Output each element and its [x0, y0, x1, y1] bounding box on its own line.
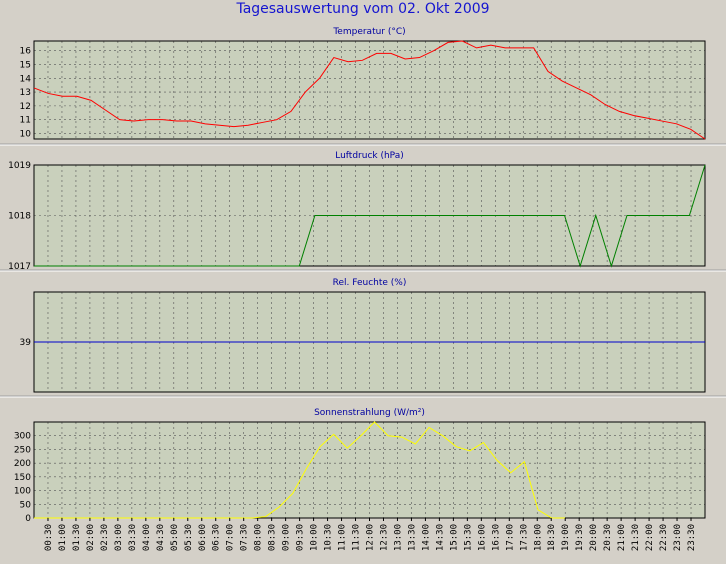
x-tick-label: 22:00: [645, 524, 655, 551]
x-tick-label: 13:00: [393, 524, 403, 551]
x-tick-label: 23:00: [673, 524, 683, 551]
y-tick-label: 39: [20, 338, 32, 348]
series-line: [34, 164, 706, 268]
y-tick-label: 0: [25, 514, 31, 524]
series-line: [33, 40, 706, 140]
x-tick-label: 01:00: [58, 524, 68, 551]
y-tick-label: 16: [20, 47, 32, 57]
x-tick-label: 18:00: [533, 524, 543, 551]
x-tick-label: 11:30: [352, 524, 362, 551]
x-tick-label: 20:30: [603, 524, 613, 551]
series-line: [34, 421, 566, 519]
y-tick-label: 1018: [8, 212, 31, 222]
x-tick-label: 03:30: [128, 524, 138, 551]
x-tick-label: 23:30: [687, 524, 697, 551]
y-tick-label: 100: [14, 487, 31, 497]
x-tick-label: 20:00: [589, 524, 599, 551]
panel-title: Luftdruck (hPa): [335, 151, 404, 161]
x-tick-label: 08:30: [268, 524, 278, 551]
plot-border: [33, 40, 706, 140]
chart-panel-3: Rel. Feuchte (%) 39: [20, 278, 706, 393]
y-tick-label: 10: [20, 129, 32, 139]
x-tick-label: 04:30: [156, 524, 166, 551]
x-tick-label: 15:30: [463, 524, 473, 551]
x-tick-label: 09:30: [296, 524, 306, 551]
x-tick-label: 21:00: [617, 524, 627, 551]
y-tick-label: 1019: [8, 161, 31, 171]
x-tick-label: 19:30: [575, 524, 585, 551]
x-tick-label: 21:30: [631, 524, 641, 551]
panel-title: Rel. Feuchte (%): [333, 278, 407, 288]
plot-border: [33, 164, 706, 267]
x-tick-label: 18:30: [547, 524, 557, 551]
x-tick-label: 05:30: [184, 524, 194, 551]
chart-panel-4: Sonnenstrahlung (W/m²) 0 50 100 150 200 250 300: [14, 408, 706, 524]
x-tick-label: 04:00: [142, 524, 152, 551]
y-tick-label: 12: [20, 102, 31, 112]
x-tick-label: 05:00: [170, 524, 180, 551]
x-tick-label: 17:00: [505, 524, 515, 551]
x-tick-label: 07:30: [240, 524, 250, 551]
y-tick-label: 11: [20, 116, 31, 126]
x-tick-label: 00:30: [44, 524, 54, 551]
y-tick-label: 150: [14, 473, 31, 483]
x-tick-label: 15:00: [449, 524, 459, 551]
x-tick-label: 22:30: [659, 524, 669, 551]
panel-title: Temperatur (°C): [332, 27, 405, 37]
plot-area: [34, 41, 705, 139]
x-tick-label: 12:30: [379, 524, 389, 551]
x-tick-label: 19:00: [561, 524, 571, 551]
x-tick-label: 10:00: [310, 524, 320, 551]
y-tick-label: 200: [14, 459, 31, 469]
x-tick-label: 14:00: [421, 524, 431, 551]
x-tick-label: 02:00: [86, 524, 96, 551]
chart-panel-2: Luftdruck (hPa) 1017 1018 1019: [8, 151, 706, 272]
x-tick-label: 09:00: [282, 524, 292, 551]
chart-panel-1: Temperatur (°C) 10 11 12 13 14 15 16: [20, 27, 706, 140]
x-tick-label: 07:00: [226, 524, 236, 551]
x-tick-label: 06:00: [198, 524, 208, 551]
x-tick-label: 16:30: [491, 524, 501, 551]
x-tick-label: 03:00: [114, 524, 124, 551]
page-title: Tagesauswertung vom 02. Okt 2009: [236, 1, 490, 17]
x-tick-label: 06:30: [212, 524, 222, 551]
x-tick-label: 17:30: [519, 524, 529, 551]
y-tick-label: 15: [20, 60, 31, 70]
panel-title: Sonnenstrahlung (W/m²): [314, 408, 425, 418]
y-tick-label: 13: [20, 88, 31, 98]
x-tick-label: 08:00: [254, 524, 264, 551]
y-tick-label: 300: [14, 432, 31, 442]
x-tick-label: 10:30: [324, 524, 334, 551]
x-tick-label: 12:00: [366, 524, 376, 551]
y-tick-label: 1017: [8, 262, 31, 272]
x-tick-label: 14:30: [435, 524, 445, 551]
y-tick-label: 50: [20, 500, 32, 510]
y-tick-label: 14: [20, 74, 32, 84]
x-tick-label: 16:00: [477, 524, 487, 551]
y-tick-label: 250: [14, 445, 31, 455]
x-tick-label: 01:30: [72, 524, 82, 551]
x-tick-label: 13:30: [407, 524, 417, 551]
x-tick-label: 02:30: [100, 524, 110, 551]
x-tick-label: 11:00: [338, 524, 348, 551]
